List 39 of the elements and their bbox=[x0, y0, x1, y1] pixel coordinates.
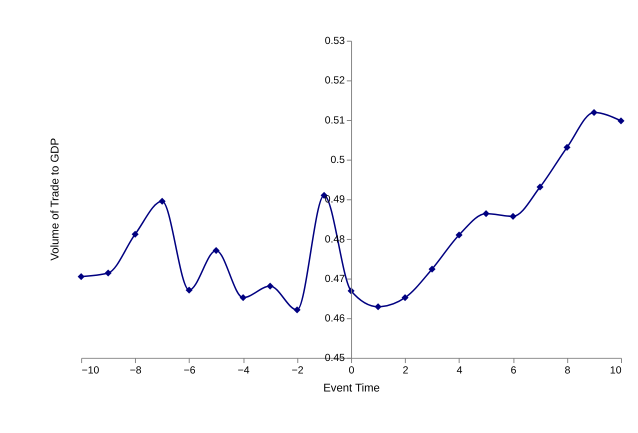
point bbox=[590, 109, 598, 116]
x-tick-label: 2 bbox=[402, 365, 409, 376]
x-tick-label: −10 bbox=[82, 365, 100, 376]
x-tick-label: 4 bbox=[456, 365, 463, 376]
y-tick-label: 0.46 bbox=[324, 314, 346, 325]
x-tick-label: −6 bbox=[184, 365, 196, 376]
x-axis-title: Event Time bbox=[323, 382, 380, 394]
y-tick-label: 0.5 bbox=[330, 154, 346, 166]
point bbox=[186, 286, 193, 294]
y-tick-label: 0.53 bbox=[324, 36, 346, 48]
point bbox=[618, 117, 625, 124]
x-tick-label: 6 bbox=[510, 365, 517, 376]
point bbox=[104, 270, 112, 277]
point bbox=[294, 306, 301, 314]
point bbox=[374, 303, 382, 310]
x-tick-label: −2 bbox=[292, 365, 304, 376]
point bbox=[212, 246, 220, 254]
y-tick-label: 0.52 bbox=[324, 76, 346, 87]
y-tick-label: 0.47 bbox=[324, 274, 346, 285]
point bbox=[536, 184, 544, 191]
point bbox=[158, 198, 166, 205]
x-tick-label: 0 bbox=[348, 365, 355, 376]
y-tick-label: 0.51 bbox=[324, 115, 346, 126]
x-tick-label: −4 bbox=[238, 365, 250, 376]
y-tick-label: 0.45 bbox=[324, 353, 346, 364]
point bbox=[132, 230, 139, 238]
point bbox=[456, 231, 463, 238]
y-axis-title: Volume of Trade to GDP bbox=[50, 138, 62, 261]
point bbox=[510, 212, 517, 220]
point bbox=[266, 282, 274, 290]
x-tick-label: 10 bbox=[610, 365, 622, 376]
point bbox=[482, 210, 490, 218]
point bbox=[428, 266, 436, 273]
point bbox=[402, 294, 409, 302]
point bbox=[240, 294, 247, 302]
point bbox=[564, 144, 571, 151]
x-tick-label: −8 bbox=[130, 365, 142, 376]
x-tick-label: 8 bbox=[564, 365, 571, 376]
point bbox=[78, 273, 85, 280]
